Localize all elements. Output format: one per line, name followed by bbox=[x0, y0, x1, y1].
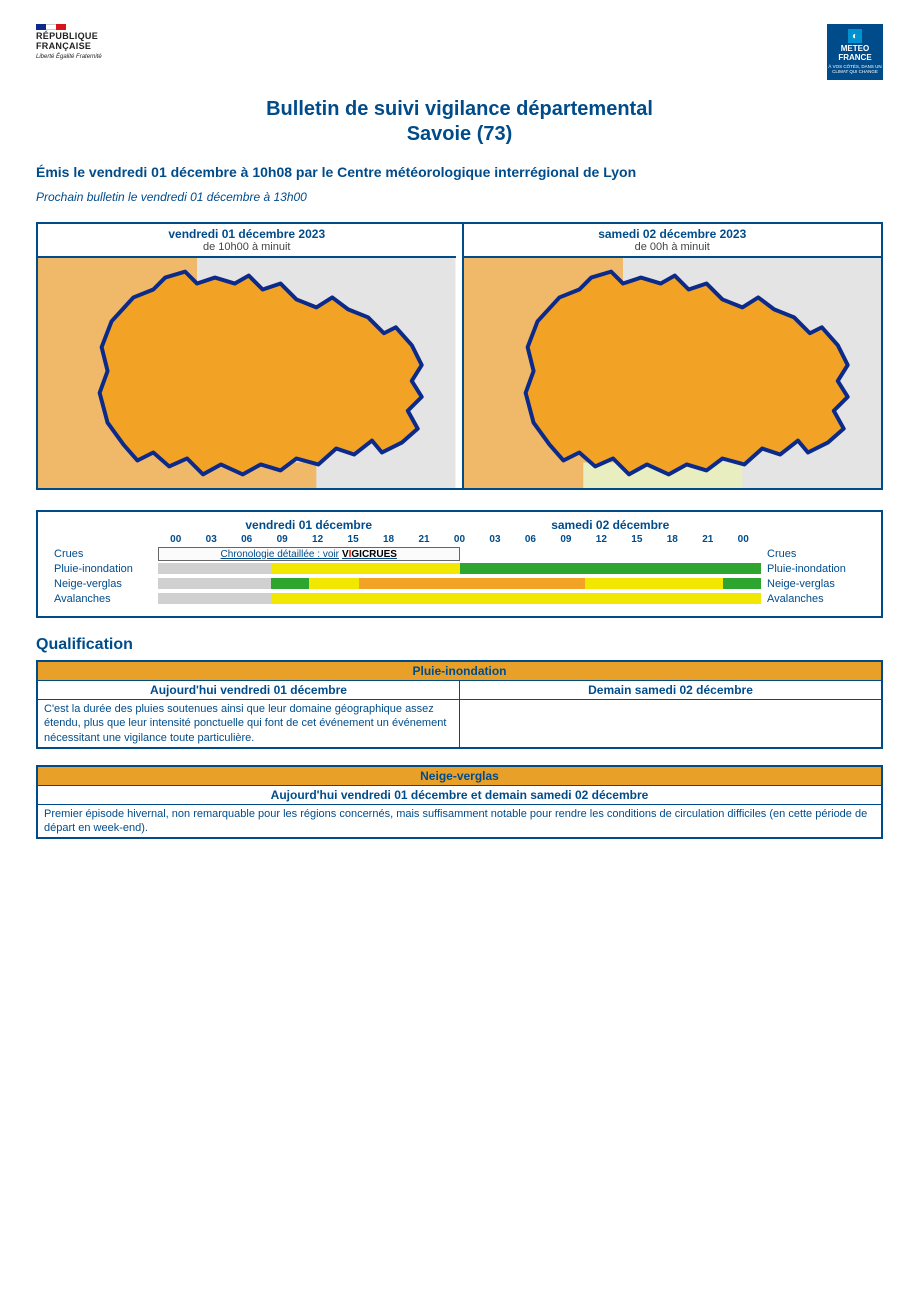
qualification-column-header: Aujourd'hui vendredi 01 décembre bbox=[38, 680, 459, 699]
hour-tick: 09 bbox=[548, 534, 583, 545]
hazard-label-right: Crues bbox=[761, 547, 871, 561]
day-label-1: vendredi 01 décembre bbox=[158, 518, 460, 534]
meteo-france-icon: ◐ bbox=[848, 29, 862, 43]
hazard-segment bbox=[271, 578, 309, 589]
hour-tick: 21 bbox=[690, 534, 725, 545]
hour-tick: 12 bbox=[584, 534, 619, 545]
timeline: vendredi 01 décembre samedi 02 décembre … bbox=[36, 510, 883, 618]
hour-tick: 09 bbox=[264, 534, 299, 545]
hour-tick: 21 bbox=[406, 534, 441, 545]
maps-row: vendredi 01 décembre 2023 de 10h00 à min… bbox=[36, 222, 883, 490]
qualification-title: Neige-verglas bbox=[38, 767, 881, 785]
hour-tick: 06 bbox=[513, 534, 548, 545]
hazard-label-left: Neige-verglas bbox=[48, 577, 158, 591]
hazard-label-left: Avalanches bbox=[48, 592, 158, 606]
qualification-column-header: Aujourd'hui vendredi 01 décembre et dema… bbox=[38, 785, 881, 804]
hour-tick: 15 bbox=[619, 534, 654, 545]
hour-tick: 06 bbox=[229, 534, 264, 545]
hazard-label-right: Neige-verglas bbox=[761, 577, 871, 591]
map-header: vendredi 01 décembre 2023 de 10h00 à min… bbox=[38, 224, 456, 258]
hazard-bar bbox=[158, 578, 761, 589]
hazard-segment bbox=[723, 578, 761, 589]
hazard-label-left: Crues bbox=[48, 547, 158, 561]
map-date: samedi 02 décembre 2023 bbox=[464, 227, 882, 241]
hazard-bar bbox=[158, 593, 761, 604]
map-date: vendredi 01 décembre 2023 bbox=[38, 227, 456, 241]
rf-motto: Liberté Égalité Fraternité bbox=[36, 54, 102, 61]
hazard-label-right: Pluie-inondation bbox=[761, 562, 871, 576]
hour-tick: 18 bbox=[655, 534, 690, 545]
top-bar: RÉPUBLIQUE FRANÇAISE Liberté Égalité Fra… bbox=[36, 24, 883, 80]
page-title: Bulletin de suivi vigilance départementa… bbox=[36, 98, 883, 121]
hour-tick: 00 bbox=[158, 534, 193, 545]
rf-line2: FRANÇAISE bbox=[36, 42, 102, 52]
hour-tick: 12 bbox=[300, 534, 335, 545]
hazard-segment bbox=[309, 578, 359, 589]
qualification-box: Pluie-inondationAujourd'hui vendredi 01 … bbox=[36, 660, 883, 749]
hazard-label-right: Avalanches bbox=[761, 592, 871, 606]
qualification-cell: C'est la durée des pluies soutenues ains… bbox=[38, 699, 459, 747]
qualification-cell bbox=[459, 699, 881, 747]
map-header: samedi 02 décembre 2023 de 00h à minuit bbox=[464, 224, 882, 258]
section-qualification: Qualification bbox=[36, 636, 883, 654]
hazard-segment bbox=[359, 578, 585, 589]
map-body bbox=[38, 258, 456, 488]
next-bulletin: Prochain bulletin le vendredi 01 décembr… bbox=[36, 190, 883, 204]
map-timerange: de 00h à minuit bbox=[464, 241, 882, 253]
qualification-cell: Premier épisode hivernal, non remarquabl… bbox=[38, 804, 881, 838]
hazard-segment bbox=[585, 578, 723, 589]
vigicrues-link[interactable]: Chronologie détaillée : voir VIGICRUES bbox=[158, 547, 460, 561]
map-timerange: de 10h00 à minuit bbox=[38, 241, 456, 253]
map-body bbox=[464, 258, 882, 488]
day-label-2: samedi 02 décembre bbox=[460, 518, 762, 534]
qualification-title: Pluie-inondation bbox=[38, 662, 881, 680]
map-column-1: vendredi 01 décembre 2023 de 10h00 à min… bbox=[38, 224, 456, 488]
timeline-day-labels: vendredi 01 décembre samedi 02 décembre bbox=[158, 518, 761, 534]
page-subtitle: Savoie (73) bbox=[36, 123, 883, 146]
hazard-segment bbox=[271, 563, 459, 574]
hour-tick: 00 bbox=[442, 534, 477, 545]
hazard-segment bbox=[271, 593, 761, 604]
qualification-box: Neige-verglasAujourd'hui vendredi 01 déc… bbox=[36, 765, 883, 840]
hazard-bar bbox=[158, 563, 761, 574]
qualification-column-header: Demain samedi 02 décembre bbox=[459, 680, 881, 699]
hour-tick: 15 bbox=[335, 534, 370, 545]
hazard-label-left: Pluie-inondation bbox=[48, 562, 158, 576]
hazard-segment bbox=[158, 563, 271, 574]
mf-tagline: À VOS CÔTÉS, DANS UN CLIMAT QUI CHANGE bbox=[827, 65, 883, 75]
hazard-segment bbox=[158, 578, 271, 589]
hour-tick: 03 bbox=[477, 534, 512, 545]
hour-tick: 03 bbox=[193, 534, 228, 545]
hour-tick: 00 bbox=[726, 534, 761, 545]
meteo-france-logo: ◐ METEO FRANCE À VOS CÔTÉS, DANS UN CLIM… bbox=[827, 24, 883, 80]
hour-tick: 18 bbox=[371, 534, 406, 545]
mf-brand: METEO FRANCE bbox=[827, 45, 883, 63]
republique-francaise-logo: RÉPUBLIQUE FRANÇAISE Liberté Égalité Fra… bbox=[36, 24, 102, 60]
hazard-segment bbox=[158, 593, 271, 604]
timeline-hours: 0003060912151821000306091215182100 bbox=[158, 534, 761, 547]
french-flag-icon bbox=[36, 24, 102, 30]
hazard-segment bbox=[460, 563, 762, 574]
map-column-2: samedi 02 décembre 2023 de 00h à minuit bbox=[462, 224, 882, 488]
emission-line: Émis le vendredi 01 décembre à 10h08 par… bbox=[36, 164, 883, 180]
